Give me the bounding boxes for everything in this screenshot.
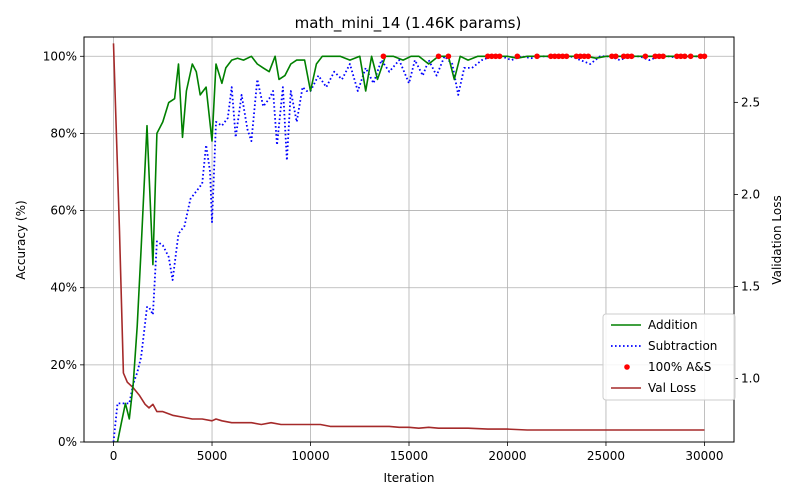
legend-box xyxy=(602,313,736,401)
point-100-a-s xyxy=(445,53,452,60)
point-100-a-s xyxy=(628,53,635,60)
y-left-tick-label: 100% xyxy=(43,49,77,63)
x-axis: 0 5000 10000 15000 20000 25000 30000 xyxy=(110,442,724,463)
point-100-a-s xyxy=(687,53,694,60)
point-100-a-s xyxy=(681,53,688,60)
point-100-a-s xyxy=(642,53,649,60)
point-100-a-s xyxy=(674,53,680,60)
point-100-a-s xyxy=(701,53,708,60)
legend-label-addition: Addition xyxy=(648,318,698,332)
x-tick-label: 30000 xyxy=(685,449,723,463)
point-100-a-s xyxy=(496,53,503,60)
point-100-a-s xyxy=(488,53,495,60)
y-axis-left: 0% 20% 40% 60% 80% 100% xyxy=(43,49,84,449)
series-layer xyxy=(112,43,708,442)
point-100-a-s xyxy=(609,53,615,60)
point-100-a-s xyxy=(620,53,627,60)
legend-label-val-loss: Val Loss xyxy=(648,381,696,395)
point-100-a-s xyxy=(656,53,662,60)
point-100-a-s xyxy=(660,53,666,60)
point-100-a-s xyxy=(577,53,584,60)
y-right-tick-label: 2.0 xyxy=(741,187,760,201)
y-axis-right: 1.0 1.5 2.0 2.5 xyxy=(734,95,760,385)
y-left-tick-label: 80% xyxy=(50,126,77,140)
legend-marker-100-a-s xyxy=(624,364,630,370)
point-100-a-s xyxy=(380,53,387,60)
point-100-a-s xyxy=(624,53,631,60)
y-left-tick-label: 40% xyxy=(50,281,77,295)
y-axis-right-label: Validation Loss xyxy=(770,195,784,284)
legend: Addition Subtraction 100% A&S Val Loss xyxy=(602,313,736,401)
series-line-subtraction xyxy=(112,55,705,442)
point-100-a-s xyxy=(678,53,684,60)
y-axis-left-label: Accuracy (%) xyxy=(14,200,28,279)
point-100-a-s xyxy=(581,53,588,60)
y-left-tick-label: 0% xyxy=(58,435,77,449)
y-right-tick-label: 2.5 xyxy=(741,95,760,109)
series-line-val-loss xyxy=(112,43,705,431)
point-100-a-s xyxy=(559,53,566,60)
x-axis-label: Iteration xyxy=(384,471,435,485)
x-tick-label: 15000 xyxy=(390,449,428,463)
x-tick-label: 20000 xyxy=(488,449,526,463)
point-100-a-s xyxy=(514,53,521,60)
legend-label-subtraction: Subtraction xyxy=(648,339,717,353)
x-tick-label: 0 xyxy=(110,449,118,463)
point-100-a-s xyxy=(585,53,592,60)
x-tick-label: 10000 xyxy=(291,449,329,463)
x-tick-label: 5000 xyxy=(197,449,228,463)
point-100-a-s xyxy=(555,53,562,60)
point-100-a-s xyxy=(573,53,580,60)
point-100-a-s xyxy=(534,53,540,60)
point-100-a-s xyxy=(484,53,491,60)
y-right-tick-label: 1.5 xyxy=(741,279,760,293)
point-100-a-s xyxy=(548,53,554,60)
point-100-a-s xyxy=(652,53,659,60)
point-100-a-s xyxy=(435,53,442,60)
series-line-addition xyxy=(113,55,705,442)
y-left-tick-label: 60% xyxy=(50,204,77,218)
point-100-a-s xyxy=(492,53,499,60)
x-tick-label: 25000 xyxy=(587,449,625,463)
legend-label-100-a-s: 100% A&S xyxy=(648,360,711,374)
chart-title: math_mini_14 (1.46K params) xyxy=(295,14,522,33)
point-100-a-s xyxy=(613,53,619,60)
point-100-a-s xyxy=(697,53,704,60)
point-100-a-s xyxy=(551,53,558,60)
point-100-a-s xyxy=(563,53,570,60)
y-left-tick-label: 20% xyxy=(50,358,77,372)
y-right-tick-label: 1.0 xyxy=(741,371,760,385)
